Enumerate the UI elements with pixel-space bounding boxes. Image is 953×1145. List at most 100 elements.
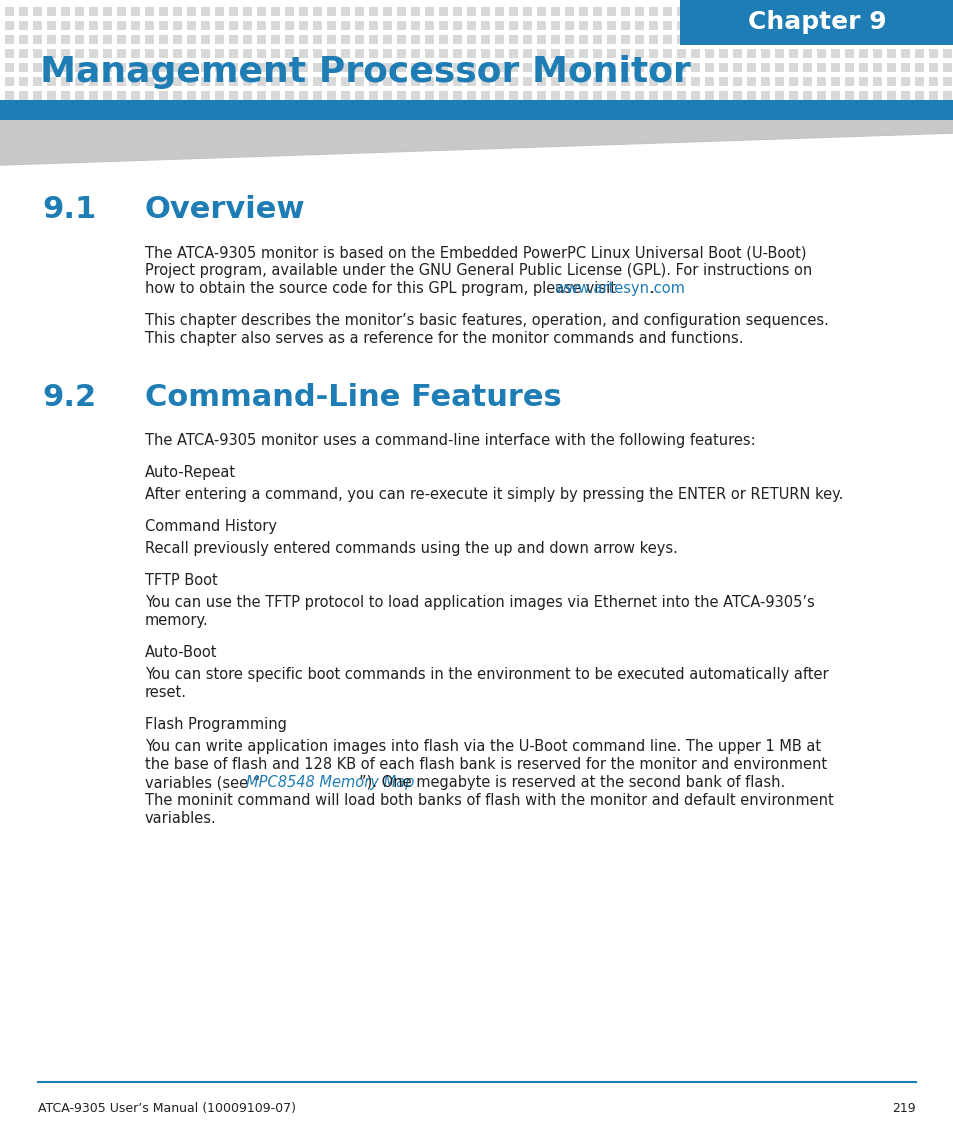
Bar — [369, 7, 377, 16]
Bar — [620, 7, 629, 16]
Bar — [117, 7, 126, 16]
Bar — [746, 77, 755, 86]
Bar — [635, 77, 643, 86]
Bar — [537, 63, 545, 72]
Bar — [606, 63, 616, 72]
Bar — [858, 90, 867, 100]
Bar — [103, 90, 112, 100]
Bar — [340, 63, 350, 72]
Bar — [677, 77, 685, 86]
Bar — [677, 21, 685, 30]
Bar — [593, 35, 601, 44]
Bar — [145, 77, 153, 86]
Bar — [606, 21, 616, 30]
Text: The ATCA-9305 monitor uses a command-line interface with the following features:: The ATCA-9305 monitor uses a command-lin… — [145, 433, 755, 448]
Bar — [648, 21, 658, 30]
Text: Command History: Command History — [145, 519, 276, 534]
Bar — [732, 77, 741, 86]
Bar — [5, 21, 14, 30]
Bar — [75, 49, 84, 58]
Bar — [522, 35, 532, 44]
Bar — [382, 90, 392, 100]
Bar — [928, 77, 937, 86]
Bar — [872, 35, 882, 44]
Bar — [340, 35, 350, 44]
Bar — [480, 63, 490, 72]
Bar — [564, 7, 574, 16]
Bar — [103, 77, 112, 86]
Bar — [732, 49, 741, 58]
Bar — [298, 63, 308, 72]
Bar — [411, 35, 419, 44]
Bar — [509, 63, 517, 72]
Bar — [593, 7, 601, 16]
Bar — [313, 63, 322, 72]
Bar — [159, 77, 168, 86]
Bar — [900, 7, 909, 16]
Bar — [844, 77, 853, 86]
Bar — [900, 21, 909, 30]
Bar — [537, 21, 545, 30]
Bar — [313, 90, 322, 100]
Bar — [928, 35, 937, 44]
Bar — [382, 35, 392, 44]
Bar — [411, 63, 419, 72]
Bar — [201, 7, 210, 16]
Bar — [61, 35, 70, 44]
Bar — [145, 21, 153, 30]
Bar — [886, 35, 895, 44]
Bar — [578, 77, 587, 86]
Bar — [551, 35, 559, 44]
Bar — [830, 7, 840, 16]
Bar — [467, 90, 476, 100]
Bar — [453, 21, 461, 30]
Text: You can store specific boot commands in the environment to be executed automatic: You can store specific boot commands in … — [145, 668, 828, 682]
Bar — [243, 35, 252, 44]
Bar — [313, 21, 322, 30]
Bar — [662, 35, 671, 44]
Bar — [788, 63, 797, 72]
Bar — [243, 49, 252, 58]
Bar — [760, 49, 769, 58]
Bar — [662, 77, 671, 86]
Bar — [229, 77, 237, 86]
Bar — [858, 77, 867, 86]
Bar — [830, 90, 840, 100]
Bar — [774, 35, 783, 44]
Bar — [19, 21, 28, 30]
Bar — [19, 7, 28, 16]
Bar — [648, 90, 658, 100]
Bar — [117, 90, 126, 100]
Bar — [495, 63, 503, 72]
Bar — [551, 63, 559, 72]
Bar — [760, 7, 769, 16]
Bar — [593, 63, 601, 72]
Bar — [382, 63, 392, 72]
Bar — [5, 49, 14, 58]
Bar — [453, 90, 461, 100]
Bar — [75, 21, 84, 30]
Bar — [690, 63, 700, 72]
Bar — [690, 7, 700, 16]
Bar — [117, 63, 126, 72]
Bar — [704, 21, 713, 30]
Bar — [606, 77, 616, 86]
Bar — [243, 63, 252, 72]
Bar — [844, 35, 853, 44]
Bar — [467, 7, 476, 16]
Text: Overview: Overview — [145, 195, 305, 224]
Bar — [47, 63, 56, 72]
Bar — [327, 35, 335, 44]
Bar — [690, 21, 700, 30]
Bar — [914, 21, 923, 30]
Bar — [229, 49, 237, 58]
Bar — [928, 63, 937, 72]
Bar — [942, 77, 951, 86]
Bar — [648, 49, 658, 58]
Bar — [298, 77, 308, 86]
Bar — [89, 49, 98, 58]
Bar — [746, 90, 755, 100]
Bar — [313, 77, 322, 86]
Bar — [382, 21, 392, 30]
Bar — [495, 35, 503, 44]
